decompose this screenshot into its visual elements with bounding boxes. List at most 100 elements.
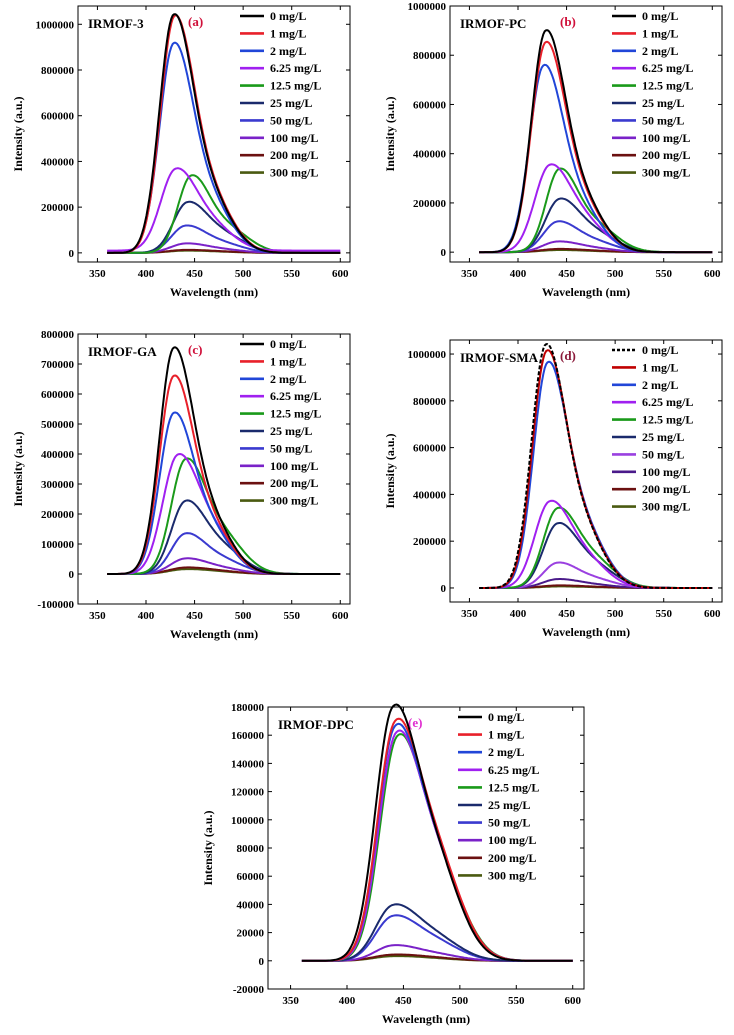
peak-point (556, 522, 558, 525)
y-axis-title: Intensity (a.u.) (11, 96, 25, 171)
series-lines (107, 13, 341, 254)
y-tick-label: -20000 (233, 984, 265, 996)
legend-label: 300 mg/L (642, 166, 690, 180)
x-tick-label: 500 (235, 610, 252, 622)
y-axis-title: Intensity (a.u.) (383, 96, 397, 171)
legend-label: 0 mg/L (270, 9, 306, 23)
legend-label: 2 mg/L (270, 44, 306, 58)
x-tick-label: 600 (704, 608, 721, 620)
peak-point (394, 732, 397, 734)
y-tick-label: 0 (441, 247, 447, 259)
plot-frame (77, 333, 351, 605)
x-axis-title: Wavelength (nm) (542, 285, 630, 299)
legend: 0 mg/L 1 mg/L 2 mg/L 6.25 mg/L 12.5 mg/L 25 m… (612, 343, 693, 514)
peak-point (172, 14, 174, 16)
plot-frame (449, 339, 723, 603)
legend-label: 1 mg/L (642, 360, 678, 374)
x-axis-title: Wavelength (nm) (382, 1012, 470, 1026)
y-tick-label: 200000 (413, 198, 447, 210)
x-tick-label: 550 (655, 608, 672, 620)
legend-label: 12.5 mg/L (642, 79, 693, 93)
peak-point (393, 725, 396, 728)
x-tick-label: 500 (452, 995, 469, 1007)
legend-label: 25 mg/L (270, 96, 312, 110)
peak-point (172, 347, 174, 349)
panel-tag: (a) (188, 14, 203, 29)
peak-point (548, 500, 550, 503)
series-lines (107, 346, 341, 575)
legend-label: 2 mg/L (642, 378, 678, 392)
peak-point (548, 164, 550, 166)
peak-point (556, 240, 558, 243)
plot-frame (267, 706, 585, 990)
peak-point (544, 29, 546, 32)
series-line-0-mg-l (107, 346, 341, 575)
series-lines (479, 343, 713, 589)
legend-label: 200 mg/L (642, 482, 690, 496)
legend-label: 1 mg/L (270, 26, 306, 40)
y-tick-label: 160000 (231, 730, 265, 742)
y-tick-label: 400000 (41, 156, 75, 168)
legend-label: 50 mg/L (270, 113, 312, 127)
legend-label: 300 mg/L (270, 166, 318, 180)
panel-title: IRMOF-SMA (460, 350, 539, 365)
y-tick-label: 120000 (231, 787, 265, 799)
chart-panel-irmof-ga: 350 400 450 500 550 600 -100000 0 100000 200000 30… (11, 329, 351, 641)
panel-tag: (b) (560, 14, 576, 29)
x-tick-label: 550 (655, 268, 672, 280)
peak-point (184, 557, 186, 560)
x-tick-label: 400 (138, 610, 155, 622)
y-tick-label: 200000 (413, 536, 447, 548)
chart-panel-irmof-3: 350 400 450 500 550 600 0 200000 400000 600000 800… (11, 5, 351, 299)
peak-point (558, 198, 560, 200)
legend-label: 12.5 mg/L (488, 780, 539, 794)
x-tick-label: 600 (332, 268, 349, 280)
peak-point (184, 249, 186, 251)
y-tick-label: 500000 (41, 419, 75, 431)
legend-label: 200 mg/L (488, 851, 536, 865)
y-tick-label: 1000000 (408, 349, 447, 361)
peak-point (544, 41, 546, 44)
series-line-6.25-mg-l (107, 167, 341, 252)
x-tick-label: 450 (558, 268, 575, 280)
legend: 0 mg/L 1 mg/L 2 mg/L 6.25 mg/L 12.5 mg/L 25 m… (240, 9, 321, 180)
peak-point (172, 375, 174, 377)
peak-point (391, 904, 393, 906)
legend-label: 0 mg/L (488, 710, 524, 724)
x-tick-label: 600 (704, 268, 721, 280)
chart-panel-irmof-pc: 350 400 450 500 550 600 0 200000 400000 600000 800… (383, 1, 723, 299)
legend-label: 100 mg/L (270, 459, 318, 473)
legend-label: 300 mg/L (488, 868, 536, 882)
legend-label: 25 mg/L (642, 430, 684, 444)
peak-point (186, 201, 188, 204)
legend-label: 100 mg/L (642, 131, 690, 145)
y-tick-label: 800000 (413, 396, 447, 408)
legend-label: 6.25 mg/L (642, 395, 693, 409)
y-tick-label: 180000 (231, 702, 265, 714)
peak-point (556, 220, 558, 223)
chart-panel-irmof-sma: 350 400 450 500 550 600 0 200000 400000 600000 800… (383, 339, 723, 639)
legend: 0 mg/L 1 mg/L 2 mg/L 6.25 mg/L 12.5 mg/L 25 m… (458, 710, 539, 882)
peak-point (184, 532, 186, 535)
x-tick-label: 350 (461, 608, 478, 620)
legend-label: 0 mg/L (642, 343, 678, 357)
y-tick-label: 200000 (41, 202, 75, 214)
x-tick-label: 600 (564, 995, 581, 1007)
legend-label: 100 mg/L (488, 833, 536, 847)
y-tick-label: 40000 (237, 899, 265, 911)
panel-title: IRMOF-GA (88, 344, 157, 359)
peak-point (556, 584, 558, 587)
x-tick-label: 450 (395, 995, 412, 1007)
legend-label: 50 mg/L (642, 447, 684, 461)
plot-frame (77, 5, 351, 263)
x-tick-label: 350 (282, 995, 299, 1007)
peak-point (172, 42, 174, 45)
peak-point (544, 344, 546, 346)
chart-panel-irmof-dpc: 350 400 450 500 550 600 -20000 0 20000 40000 60000… (201, 702, 585, 1026)
peak-point (184, 242, 186, 245)
panel-title: IRMOF-3 (88, 16, 144, 31)
legend-label: 200 mg/L (270, 148, 318, 162)
y-tick-label: 600000 (413, 443, 447, 455)
peak-point (184, 224, 186, 227)
peak-point (542, 64, 545, 67)
